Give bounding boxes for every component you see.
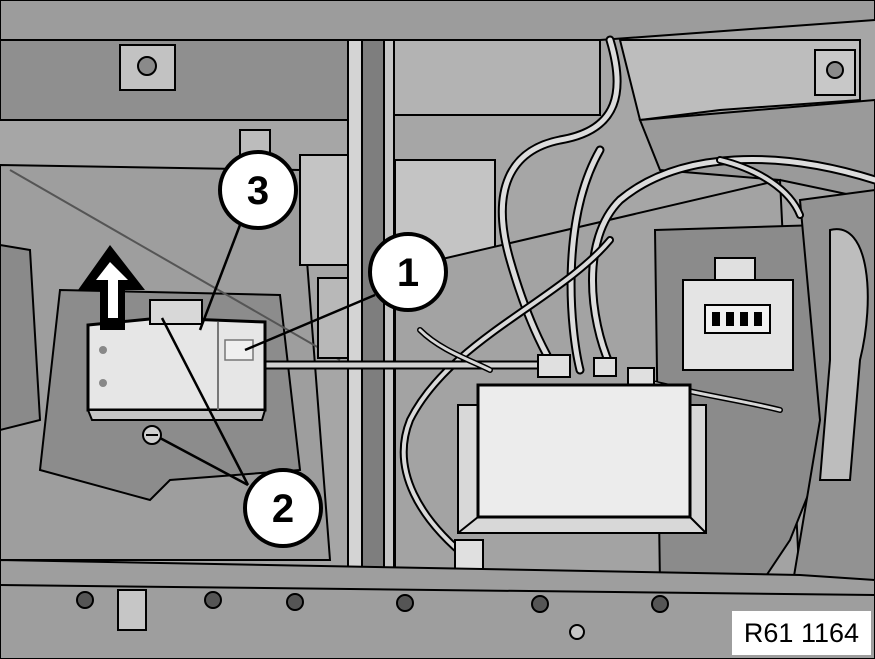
leader-line-1 [244, 293, 376, 352]
center-pillar [347, 39, 395, 581]
control-unit-large [457, 383, 707, 534]
removal-arrow-icon [78, 245, 145, 330]
right-wall-trim [788, 188, 875, 601]
relay-module [682, 279, 794, 371]
callout-1: 1 [368, 232, 448, 312]
callout-2-number: 2 [272, 487, 294, 531]
callout-2: 2 [243, 468, 323, 548]
leader-line-3 [198, 224, 242, 331]
leader-lines [159, 224, 376, 487]
cable-harness [260, 35, 875, 564]
callout-3: 3 [218, 150, 298, 230]
bottom-sill [0, 558, 875, 659]
reference-code-label: R61 1164 [731, 611, 871, 655]
leader-line-2a [160, 317, 250, 486]
removable-module [86, 299, 267, 421]
leader-line-2b [159, 436, 249, 487]
callout-3-number: 3 [247, 169, 269, 213]
callout-1-number: 1 [397, 251, 419, 295]
screw-icon [142, 425, 162, 445]
top-mount-bracket [119, 44, 856, 96]
